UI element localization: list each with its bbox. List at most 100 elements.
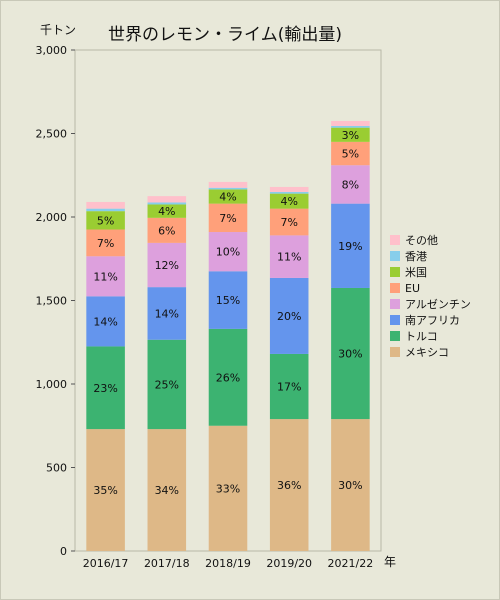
y-tick-label: 3,000 [36,44,68,57]
legend-swatch [390,235,400,245]
bar-segment [269,235,309,278]
legend-item: メキシコ [390,346,449,359]
segment-label: 15% [216,294,240,307]
bar-segment [86,429,125,551]
segment-label: 30% [338,479,362,492]
y-axis: 0 500 1,000 1,500 2,000 2,500 3,000 [36,44,75,558]
legend-label: トルコ [405,330,438,343]
segment-label: 34% [155,484,179,497]
legend-swatch [390,251,400,261]
bar-segment [331,125,370,128]
legend-swatch [390,267,400,277]
bar-segment [147,429,187,551]
bar-segment [331,287,370,420]
bar-segment [147,196,187,203]
segment-label: 19% [338,240,362,253]
bar-segment [208,328,248,426]
bar-segment [147,204,187,218]
bar-segment [147,202,187,205]
bar-stack: 36% 17% 20% 11% 7% 4% [269,186,309,551]
x-unit-label: 年 [384,555,396,569]
y-tick-label: 0 [60,545,67,558]
bar-stack: 30% 30% 19% 8% 5% 3% [331,120,370,551]
legend-item: 南アフリカ [390,314,460,327]
bar-segment [86,208,125,212]
segment-label: 11% [277,251,301,264]
legend-swatch [390,347,400,357]
segment-label: 26% [216,371,240,384]
bar-segment [86,256,125,297]
bar-segment [208,271,248,329]
bar-stack: 33% 26% 15% 10% 7% 4% [208,181,248,551]
bar-segment [269,208,309,236]
legend-swatch [390,299,400,309]
segment-label: 33% [216,482,240,495]
y-unit-label: 千トン [40,23,76,37]
x-tick-label: 2017/18 [144,557,190,570]
bar-segment [86,201,125,209]
bar-segment [147,287,187,340]
legend-item: 香港 [390,250,427,263]
y-tick-label: 2,500 [36,128,68,141]
legend-label: 南アフリカ [405,314,460,327]
x-tick-label: 2021/22 [328,557,374,570]
segment-label: 3% [342,129,359,142]
bar-segment [269,353,309,420]
y-tick-label: 1,000 [36,378,68,391]
bar-segment [269,191,309,194]
bar-segment [331,165,370,204]
bar-segment [269,186,309,192]
segment-label: 8% [342,178,359,191]
bar-segment [208,232,248,272]
bar-segment [331,141,370,166]
bar-segment [147,217,187,243]
y-tick-label: 2,000 [36,211,68,224]
bar-segment [269,193,309,209]
bar-segment [86,346,125,430]
segment-label: 23% [93,382,117,395]
legend-item: EU [390,282,420,295]
segment-label: 7% [219,212,236,225]
bar-segment [86,211,125,230]
bar-segment [331,419,370,551]
bar-segment [208,203,248,233]
x-axis: 2016/17 2017/18 2018/19 2019/20 2021/22 [83,557,374,570]
legend-swatch [390,331,400,341]
legend-item: 米国 [390,266,427,279]
segment-label: 20% [277,310,301,323]
segment-label: 11% [93,270,117,283]
x-tick-label: 2018/19 [205,557,251,570]
x-tick-label: 2016/17 [83,557,129,570]
segment-label: 7% [97,237,114,250]
bar-stack: 34% 25% 14% 12% 6% 4% [147,196,187,551]
segment-label: 30% [338,348,362,361]
segment-label: 5% [97,214,114,227]
chart-title: 世界のレモン・ライム(輸出量) [108,25,342,45]
segment-label: 14% [93,315,117,328]
legend-swatch [390,283,400,293]
bar-segment [331,120,370,126]
bar-segment [269,419,309,551]
bar-segment [331,203,370,288]
segment-label: 7% [280,216,297,229]
segment-label: 4% [158,205,175,218]
legend-swatch [390,315,400,325]
x-tick-label: 2019/20 [266,557,312,570]
segment-label: 14% [155,307,179,320]
legend-label: その他 [405,234,438,247]
segment-label: 10% [216,246,240,259]
bar-segment [208,189,248,204]
bar-segment [147,339,187,430]
legend-item: トルコ [390,330,438,343]
legend-item: その他 [390,234,438,247]
segment-label: 6% [158,224,175,237]
bar-stack: 35% 23% 14% 11% 7% 5% [86,201,125,551]
segment-label: 36% [277,479,301,492]
bar-segment [147,242,187,288]
legend-label: メキシコ [405,346,449,359]
segment-label: 4% [280,195,297,208]
segment-label: 12% [155,259,179,272]
legend-item: アルゼンチン [390,298,471,311]
